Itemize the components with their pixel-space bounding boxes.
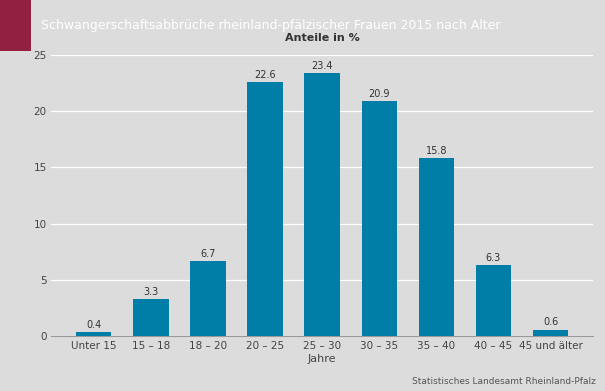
Text: 6.3: 6.3 (486, 253, 501, 263)
Text: 0.4: 0.4 (86, 320, 102, 330)
Text: 3.3: 3.3 (143, 287, 159, 297)
Text: 0.6: 0.6 (543, 317, 558, 328)
Text: 15.8: 15.8 (426, 146, 447, 156)
Text: Schwangerschaftsabbrüche rheinland-pfälzischer Frauen 2015 nach Alter: Schwangerschaftsabbrüche rheinland-pfälz… (41, 19, 500, 32)
Bar (533, 330, 568, 336)
Bar (76, 332, 111, 336)
Bar (133, 299, 169, 336)
Bar (419, 158, 454, 336)
X-axis label: Jahre: Jahre (308, 354, 336, 364)
Bar (0, 0, 31, 51)
Text: 6.7: 6.7 (200, 249, 215, 259)
Text: Anteile in %: Anteile in % (285, 34, 359, 43)
Bar (247, 82, 283, 336)
Bar (476, 265, 511, 336)
Bar (304, 73, 340, 336)
Bar (190, 261, 226, 336)
Bar (362, 101, 397, 336)
Text: Statistisches Landesamt Rheinland-Pfalz: Statistisches Landesamt Rheinland-Pfalz (412, 377, 596, 386)
Text: 23.4: 23.4 (312, 61, 333, 71)
Text: 20.9: 20.9 (368, 89, 390, 99)
Text: 22.6: 22.6 (254, 70, 276, 80)
